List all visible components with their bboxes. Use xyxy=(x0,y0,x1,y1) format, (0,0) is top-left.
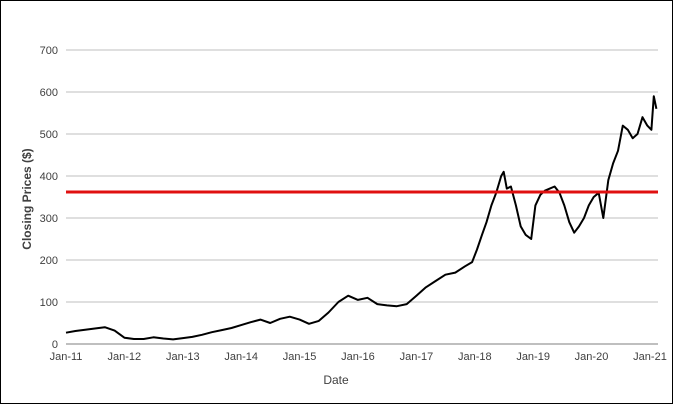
y-tick-label: 300 xyxy=(40,213,58,225)
x-tick-label: Jan-19 xyxy=(516,351,550,363)
x-tick-label: Jan-14 xyxy=(224,351,258,363)
y-tick-label: 100 xyxy=(40,297,58,309)
x-tick-label: Jan-13 xyxy=(166,351,200,363)
x-tick-label: Jan-11 xyxy=(50,351,83,363)
x-tick-label: Jan-15 xyxy=(283,351,317,363)
y-axis-title: Closing Prices ($) xyxy=(20,148,34,249)
x-tick-labels: Jan-11 Jan-12 Jan-13 Jan-14 Jan-15 Jan-16 Jan-… xyxy=(50,351,667,363)
x-tick-label: Jan-18 xyxy=(458,351,492,363)
y-tick-label: 600 xyxy=(40,87,58,99)
y-tick-label: 500 xyxy=(40,129,58,141)
y-tick-label: 0 xyxy=(52,339,58,351)
x-tick-label: Jan-21 xyxy=(633,351,667,363)
series-group xyxy=(65,95,658,341)
x-tick-label: Jan-12 xyxy=(108,351,142,363)
y-tick-label: 400 xyxy=(40,171,58,183)
x-axis-title: Date xyxy=(323,373,349,387)
y-tick-label: 200 xyxy=(40,255,58,267)
y-tick-labels: 0 100 200 300 400 500 600 700 xyxy=(40,45,58,351)
x-tick-label: Jan-16 xyxy=(341,351,375,363)
x-tick-label: Jan-17 xyxy=(400,351,434,363)
closing-price-line xyxy=(65,95,658,341)
y-tick-label: 700 xyxy=(40,45,58,57)
gridlines xyxy=(66,49,658,345)
x-tick-label: Jan-20 xyxy=(575,351,609,363)
